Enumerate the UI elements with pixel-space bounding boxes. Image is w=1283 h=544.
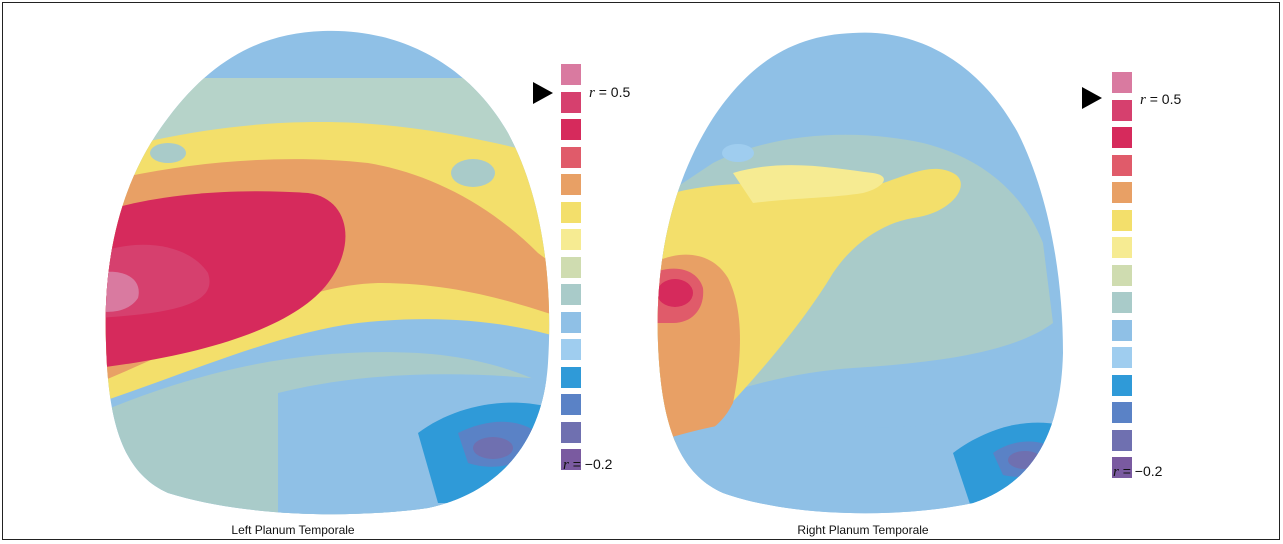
- color-scale-swatch: [560, 310, 582, 334]
- left-threshold-arrow-icon: [533, 82, 553, 104]
- color-scale-swatch: [1111, 401, 1133, 424]
- color-scale-swatch: [1111, 98, 1133, 122]
- color-scale-swatch: [560, 420, 582, 444]
- color-scale-swatch: [560, 90, 582, 114]
- color-scale-swatch: [560, 283, 582, 306]
- color-scale-swatch: [560, 448, 582, 471]
- left-bottom-scale-label: r = −0.2: [563, 456, 613, 473]
- right-bottom-scale-label: r = −0.2: [1113, 463, 1163, 480]
- color-scale-swatch: [1111, 71, 1133, 94]
- right-color-scale: [1111, 71, 1135, 491]
- right-panel: [653, 23, 1103, 523]
- color-scale-swatch: [1111, 236, 1133, 259]
- left-panel: [98, 23, 578, 523]
- color-scale-swatch: [560, 228, 582, 251]
- color-scale-swatch: [560, 200, 582, 224]
- color-scale-swatch: [1111, 153, 1133, 177]
- left-panel-caption: Left Planum Temporale: [231, 523, 355, 537]
- color-scale-swatch: [560, 255, 582, 279]
- color-scale-swatch: [1111, 208, 1133, 232]
- color-scale-swatch: [560, 393, 582, 416]
- color-scale-swatch: [560, 173, 582, 196]
- color-scale-swatch: [1111, 181, 1133, 204]
- color-scale-swatch: [560, 63, 582, 86]
- right-correlation-map: [657, 32, 1064, 514]
- color-scale-swatch: [560, 118, 582, 141]
- color-scale-swatch: [1111, 126, 1133, 149]
- color-scale-swatch: [560, 338, 582, 361]
- right-top-scale-label: r = 0.5: [1140, 91, 1182, 108]
- color-scale-swatch: [1111, 456, 1133, 479]
- color-scale-swatch: [1111, 318, 1133, 342]
- left-color-scale: [560, 63, 584, 483]
- color-scale-swatch: [1111, 373, 1133, 397]
- color-scale-swatch: [1111, 263, 1133, 287]
- right-threshold-arrow-icon: [1082, 87, 1102, 109]
- left-correlation-map: [105, 30, 550, 515]
- left-top-scale-label: r = 0.5: [589, 84, 631, 101]
- color-scale-swatch: [1111, 346, 1133, 369]
- color-scale-swatch: [1111, 428, 1133, 452]
- color-scale-swatch: [560, 145, 582, 169]
- right-panel-caption: Right Planum Temporale: [797, 523, 929, 537]
- color-scale-swatch: [1111, 291, 1133, 314]
- color-scale-swatch: [560, 365, 582, 389]
